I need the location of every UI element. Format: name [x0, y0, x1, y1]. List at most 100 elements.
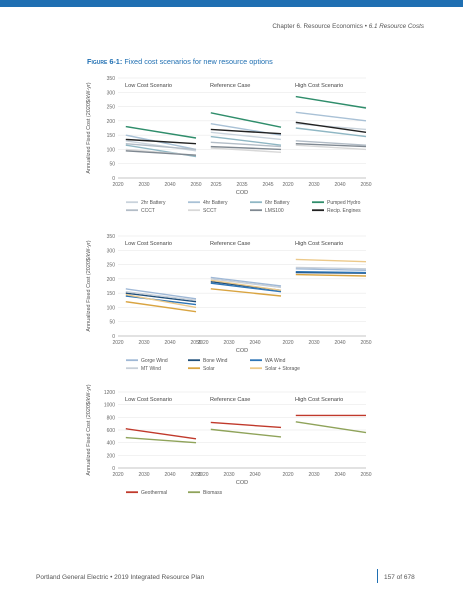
- y-tick-label: 800: [107, 415, 116, 421]
- series-line-ccct: [295, 140, 367, 146]
- series-line-biomass: [295, 421, 367, 434]
- panel-title: Reference Case: [210, 83, 250, 89]
- y-tick-label: 400: [107, 441, 116, 447]
- series-line-2hr-battery: [295, 123, 367, 131]
- series-line-solar: [125, 301, 197, 313]
- series-line-biomass: [125, 436, 197, 444]
- x-tick-label: 2050: [360, 182, 371, 188]
- legend-label: Solar: [203, 366, 215, 372]
- x-tick-label: 2020: [282, 472, 293, 478]
- y-tick-label: 50: [109, 162, 115, 168]
- series-line-gorge-wind: [125, 288, 197, 300]
- y-tick-label: 250: [107, 263, 116, 269]
- x-tick-label: 2020: [282, 340, 293, 346]
- series-line-6hr-battery: [210, 135, 282, 146]
- series-line-recip-engines: [125, 138, 197, 145]
- series-line-lms100: [125, 150, 197, 156]
- y-tick-label: 0: [112, 176, 115, 182]
- chapter-title: Chapter 6. Resource Economics: [272, 23, 363, 30]
- x-tick-label: 2020: [112, 340, 123, 346]
- x-tick-label: 2050: [190, 472, 201, 478]
- series-line-solar: [295, 273, 367, 277]
- footer-org: Portland General Electric: [36, 574, 109, 581]
- legend-label: 6hr Battery: [265, 200, 290, 206]
- panel-title: High Cost Scenario: [295, 241, 343, 247]
- series-line-recip-engines: [295, 121, 367, 133]
- series-line-lms100: [210, 145, 282, 151]
- y-axis-label: Annualized Fixed Cost (2020$/kW-yr): [86, 82, 92, 173]
- x-axis-label: COD: [236, 190, 248, 196]
- panel-title: Reference Case: [210, 241, 250, 247]
- y-tick-label: 200: [107, 119, 116, 125]
- series-line-lms100: [295, 143, 367, 148]
- x-tick-label: 2030: [308, 182, 319, 188]
- series-line-ccct: [125, 143, 197, 151]
- series-line-biomass: [210, 428, 282, 438]
- x-tick-label: 2025: [210, 182, 221, 188]
- legend-label: Geothermal: [141, 490, 167, 496]
- x-tick-label: 2020: [282, 182, 293, 188]
- series-line-wa-wind: [295, 271, 367, 274]
- series-line-solar-storage: [295, 258, 367, 263]
- legend-label: Pumped Hydro: [327, 200, 361, 206]
- legend-label: Bone Wind: [203, 358, 228, 364]
- series-line-4hr-battery: [125, 134, 197, 151]
- x-tick-label: 2030: [138, 340, 149, 346]
- legend-label: 2hr Battery: [141, 200, 166, 206]
- x-tick-label: 2020: [197, 340, 208, 346]
- chart-resource-costs-geo-biomass: 0 200 400 600 800 1000 1200 Annualized Fixed Co…: [86, 384, 372, 496]
- series-line-recip-engines: [210, 128, 282, 135]
- chart-resource-costs-storage-thermal: 0 50 100 150 200 250 300 350 Annualized Fixed Co…: [86, 76, 372, 214]
- x-tick-label: 2020: [112, 182, 123, 188]
- y-tick-label: 0: [112, 466, 115, 472]
- panel-title: High Cost Scenario: [295, 83, 343, 89]
- y-tick-label: 350: [107, 76, 116, 82]
- running-header: Chapter 6. Resource Economics • 6.1 Reso…: [272, 23, 424, 30]
- series-line-scct: [210, 147, 282, 153]
- series-line-gorge-wind: [210, 276, 282, 287]
- series-line-pumped-hydro: [125, 125, 197, 139]
- x-tick-label: 2040: [249, 340, 260, 346]
- x-tick-label: 2035: [236, 182, 247, 188]
- series-line-scct: [295, 144, 367, 151]
- x-tick-label: 2050: [190, 340, 201, 346]
- x-tick-label: 2030: [138, 472, 149, 478]
- legend-label: WA Wind: [265, 358, 286, 364]
- y-tick-label: 100: [107, 147, 116, 153]
- series-line-gorge-wind: [295, 268, 367, 271]
- y-tick-label: 300: [107, 248, 116, 254]
- x-tick-label: 2040: [249, 472, 260, 478]
- series-line-solar-storage: [210, 279, 282, 291]
- legend-label: Solar + Storage: [265, 366, 300, 372]
- y-tick-label: 350: [107, 234, 116, 240]
- panel-title: Reference Case: [210, 397, 250, 403]
- panel-title: High Cost Scenario: [295, 397, 343, 403]
- x-tick-label: 2040: [334, 472, 345, 478]
- footer-bullet: •: [110, 574, 113, 581]
- section-title: 6.1 Resource Costs: [368, 23, 424, 30]
- x-tick-label: 2040: [164, 182, 175, 188]
- y-tick-label: 50: [109, 320, 115, 326]
- series-line-geothermal: [125, 428, 197, 440]
- series-line-2hr-battery: [210, 131, 282, 141]
- chart-resource-costs-wind-solar: 0 50 100 150 200 250 300 350 Annualized Fixed Co…: [86, 234, 372, 372]
- header-bullet: •: [364, 23, 367, 30]
- series-line-mt-wind: [295, 266, 367, 270]
- series-line-mt-wind: [125, 291, 197, 301]
- x-tick-label: 2030: [223, 340, 234, 346]
- x-tick-label: 2050: [190, 182, 201, 188]
- series-line-wa-wind: [210, 282, 282, 293]
- panel-title: Low Cost Scenario: [125, 241, 172, 247]
- series-line-solar-storage: [125, 293, 197, 309]
- figure-number: Figure 6-1:: [87, 57, 123, 66]
- x-tick-label: 2030: [308, 472, 319, 478]
- top-accent-bar: [0, 0, 463, 7]
- x-tick-label: 2030: [308, 340, 319, 346]
- y-tick-label: 1000: [104, 403, 115, 409]
- x-tick-label: 2030: [223, 472, 234, 478]
- legend-label: LMS100: [265, 208, 284, 214]
- x-tick-label: 2040: [334, 182, 345, 188]
- footer-text: Portland General Electric • 2019 Integra…: [36, 574, 204, 581]
- legend-label: Recip. Engines: [327, 208, 361, 214]
- legend-label: Gorge Wind: [141, 358, 168, 364]
